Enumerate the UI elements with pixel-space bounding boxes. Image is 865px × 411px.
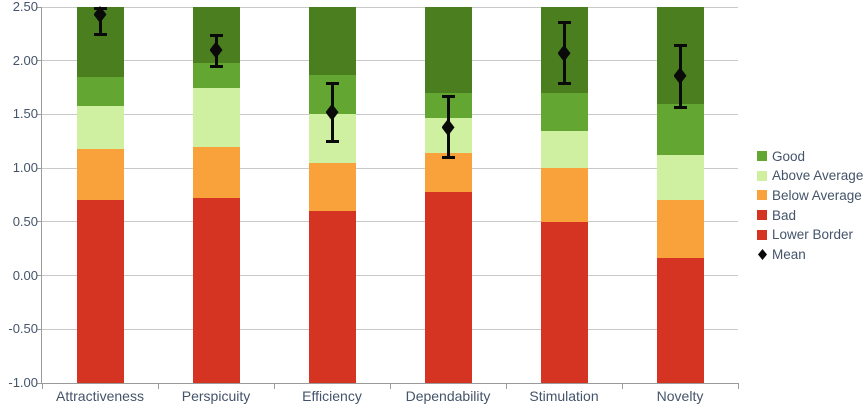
bar-segment-below-average <box>656 200 704 259</box>
bar-segment-bad <box>540 221 588 383</box>
bar-segment-above-average <box>76 105 124 149</box>
mean-error-bar-cap-bottom <box>325 140 339 144</box>
x-axis-category-label: Novelty <box>656 388 704 404</box>
mean-marker <box>209 41 223 59</box>
bar-segment-below-average <box>540 168 588 222</box>
gridline <box>42 60 738 62</box>
legend-color-swatch <box>757 190 767 201</box>
mean-error-bar-cap-top <box>209 33 223 37</box>
mean-error-bar-cap-bottom <box>93 32 107 36</box>
gridline <box>42 167 738 169</box>
y-axis-tick-label: 0.50 <box>12 213 38 229</box>
y-axis-tick <box>37 275 42 277</box>
legend-item-label: Good <box>772 148 806 164</box>
legend-item-label: Above Average <box>772 168 864 184</box>
y-axis-tick <box>37 167 42 169</box>
legend-item-label: Lower Border <box>772 227 854 243</box>
bar-segment-excellent <box>424 7 472 93</box>
y-axis-tick <box>37 113 42 115</box>
bar-segment-below-average <box>424 153 472 192</box>
bar-segment-bad <box>656 258 704 383</box>
y-axis-tick <box>37 328 42 330</box>
gridline <box>42 113 738 115</box>
bar-segment-below-average <box>308 162 356 212</box>
legend-item-label: Below Average <box>772 187 862 203</box>
y-axis-tick-label: 1.50 <box>12 106 38 122</box>
bar-segment-bad <box>424 191 472 383</box>
y-axis-tick <box>37 60 42 62</box>
mean-marker <box>93 6 107 24</box>
y-axis-tick-label: 1.00 <box>12 160 38 176</box>
mean-error-bar-cap-top <box>557 21 571 25</box>
mean-marker <box>441 118 455 136</box>
x-axis-tick <box>389 383 391 389</box>
gridline <box>42 221 738 223</box>
x-axis-tick <box>273 383 275 389</box>
x-axis-category-label: Perspicuity <box>181 388 251 404</box>
mean-error-bar-cap-top <box>441 95 455 99</box>
gridline <box>42 275 738 277</box>
bar-segment-bad <box>76 200 124 383</box>
legend-item-below-average: Below Average <box>757 185 862 205</box>
legend-color-swatch <box>757 229 767 240</box>
mean-marker <box>557 44 571 62</box>
mean-error-bar-cap-bottom <box>441 156 455 160</box>
x-axis-category-label: Dependability <box>405 388 491 404</box>
y-axis-tick-label: 0.00 <box>12 267 38 283</box>
x-axis-tick <box>505 383 507 389</box>
bar-segment-bad <box>192 198 240 383</box>
y-axis-tick-label: -0.50 <box>8 321 38 337</box>
bar-segment-good <box>540 92 588 131</box>
bar-segment-above-average <box>192 87 240 147</box>
x-axis-tick <box>737 383 739 389</box>
y-axis-line <box>41 7 42 383</box>
gridline <box>42 6 738 8</box>
x-axis-category-label: Stimulation <box>529 388 599 404</box>
mean-error-bar-cap-bottom <box>557 82 571 86</box>
mean-marker <box>325 103 339 121</box>
x-axis-tick <box>41 383 43 389</box>
legend-item-good: Good <box>757 146 805 166</box>
y-axis-tick-label: 2.00 <box>12 52 38 68</box>
mean-marker <box>673 67 687 85</box>
legend-item-bad: Bad <box>757 205 796 225</box>
bar-segment-below-average <box>76 148 124 201</box>
x-axis-category-label: Attractiveness <box>56 388 144 404</box>
y-axis-tick <box>37 221 42 223</box>
x-axis-tick <box>621 383 623 389</box>
mean-error-bar-cap-bottom <box>209 65 223 69</box>
legend-mean-diamond-icon <box>758 249 767 260</box>
legend-color-swatch <box>757 210 767 221</box>
bar-segment-above-average <box>656 155 704 201</box>
legend-color-swatch <box>757 151 767 161</box>
y-axis-tick <box>37 6 42 8</box>
bar-segment-good <box>656 103 704 156</box>
legend-item-label: Mean <box>772 247 806 262</box>
bar-segment-above-average <box>540 130 588 169</box>
legend-item-label: Bad <box>772 207 797 223</box>
legend-item-above-average: Above Average <box>757 166 863 186</box>
bar-segment-good <box>76 76 124 106</box>
mean-error-bar-cap-bottom <box>673 105 687 109</box>
gridline <box>42 328 738 330</box>
mean-error-bar-cap-top <box>673 43 687 47</box>
bar-segment-below-average <box>192 146 240 199</box>
bar-segment-bad <box>308 211 356 383</box>
x-axis-tick <box>157 383 159 389</box>
legend-color-swatch <box>757 170 767 181</box>
mean-error-bar-cap-top <box>325 82 339 86</box>
y-axis-tick-label: 2.50 <box>12 0 38 14</box>
bar-segment-excellent <box>308 7 356 75</box>
x-axis-category-label: Efficiency <box>302 388 362 404</box>
y-axis-tick <box>37 382 42 384</box>
legend-item-mean: Mean <box>757 245 806 265</box>
y-axis-tick-label: -1.00 <box>8 375 38 390</box>
legend-item-lower-border: Lower Border <box>757 225 853 245</box>
